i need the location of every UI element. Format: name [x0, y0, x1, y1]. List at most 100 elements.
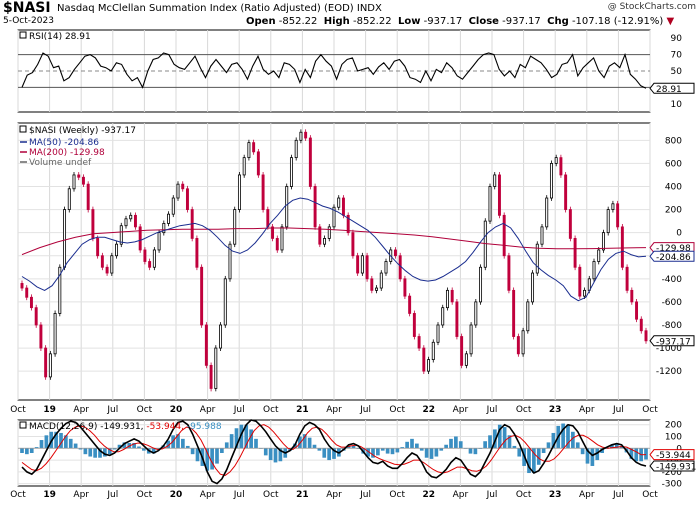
candle	[96, 238, 100, 257]
macd-histogram-bar	[419, 448, 424, 451]
macd-histogram-bar	[502, 427, 507, 449]
lower-time-label: Apr	[326, 490, 342, 500]
macd-histogram-bar	[376, 448, 380, 456]
macd-histogram-bar	[390, 448, 395, 455]
candle	[635, 301, 639, 320]
candle	[564, 174, 568, 210]
candle	[157, 232, 161, 251]
candle	[370, 278, 374, 291]
macd-histogram-bar	[458, 441, 463, 449]
price-y-tick-label: 600	[665, 159, 682, 169]
macd-histogram-bar	[444, 444, 448, 449]
candle	[365, 255, 369, 280]
candle	[540, 226, 544, 245]
macd-histogram-bar	[263, 448, 268, 456]
candle	[573, 238, 577, 268]
macd-histogram-bar	[575, 442, 580, 449]
macd-histogram-bar	[405, 441, 409, 449]
candle	[346, 214, 350, 234]
upper-time-label: Apr	[453, 405, 469, 415]
candle	[630, 289, 634, 303]
candle	[384, 261, 388, 274]
candle	[176, 183, 180, 199]
chg-value: -107.18 (-12.91%)	[571, 16, 664, 27]
chart-date: 5-Oct-2023	[3, 16, 54, 26]
lower-time-label: 19	[43, 490, 56, 500]
macd-histogram-bar	[151, 448, 156, 454]
macd-histogram-bar	[68, 438, 73, 449]
candle	[625, 266, 629, 291]
macd-histogram-bar	[73, 443, 78, 449]
candle	[256, 151, 260, 176]
macd-histogram-bar	[468, 448, 473, 454]
rsi-last-tag-text: 28.91	[656, 85, 682, 95]
upper-time-label: Oct	[10, 405, 26, 415]
macd-histogram-bar	[215, 448, 219, 464]
macd-label-part: -53.944,	[144, 422, 184, 432]
candle	[214, 347, 218, 389]
candle	[455, 301, 459, 337]
candle	[266, 209, 270, 228]
stockcharts-credit[interactable]: @ StockCharts.com	[607, 2, 696, 12]
rsi-line	[21, 52, 647, 89]
exchange-label: INDX	[356, 3, 382, 14]
candle	[129, 214, 133, 220]
macd-histogram-bar	[580, 448, 585, 455]
legend-entry: Volume undef	[29, 158, 92, 168]
candle	[58, 266, 62, 314]
price-y-tick-label: -1200	[656, 367, 682, 377]
ma200-line	[21, 227, 647, 256]
macd-histogram-bar	[595, 448, 600, 461]
candle	[427, 359, 431, 372]
macd-histogram-bar	[210, 448, 214, 470]
candle	[531, 272, 535, 303]
upper-time-label: 19	[43, 405, 56, 415]
upper-time-label: 22	[423, 405, 436, 415]
macd-histogram-bar	[137, 446, 141, 449]
price-0-tag-text: -129.98	[656, 244, 691, 254]
candle	[167, 213, 171, 224]
macd-0-tag	[649, 449, 695, 461]
candle	[148, 261, 152, 268]
candle	[200, 266, 204, 326]
macd-histogram-bar	[302, 434, 307, 449]
upper-time-label: Apr	[326, 405, 342, 415]
upper-time-label: Apr	[200, 405, 216, 415]
candle	[592, 261, 596, 280]
candle	[124, 218, 128, 227]
price-y-tick-label: 200	[665, 206, 682, 216]
macd-histogram-bar	[122, 442, 127, 449]
candle	[115, 243, 119, 257]
macd-histogram-bar	[268, 448, 273, 461]
lower-time-label: Jul	[359, 490, 371, 500]
macd-histogram-bar	[546, 442, 551, 449]
candle	[464, 353, 468, 366]
macd-histogram-bar	[88, 448, 93, 457]
high-label: High	[323, 16, 350, 27]
candle	[474, 301, 478, 326]
candle	[620, 226, 624, 268]
candle	[237, 174, 241, 210]
macd-histogram-bar	[278, 448, 283, 462]
candle	[403, 278, 407, 297]
candle	[436, 324, 440, 343]
candle	[204, 324, 208, 366]
upper-time-label: Jul	[486, 405, 498, 415]
upper-time-label: 23	[549, 405, 562, 415]
lower-time-label: Jul	[106, 490, 118, 500]
macd-histogram-bar	[166, 440, 171, 449]
candle	[67, 188, 71, 210]
chart-title: Nasdaq McClellan Summation Index (Ratio …	[57, 4, 382, 14]
candle	[332, 206, 336, 228]
candle	[351, 232, 355, 257]
upper-time-label: Jul	[106, 405, 118, 415]
macd-histogram-bar	[429, 448, 434, 459]
macd-histogram-bar	[346, 445, 351, 449]
upper-time-label: 20	[170, 405, 183, 415]
candle	[119, 225, 123, 245]
candle	[521, 330, 525, 355]
candle	[578, 266, 582, 297]
candle	[289, 157, 293, 187]
candle	[152, 249, 156, 268]
lower-time-label: Apr	[579, 490, 595, 500]
